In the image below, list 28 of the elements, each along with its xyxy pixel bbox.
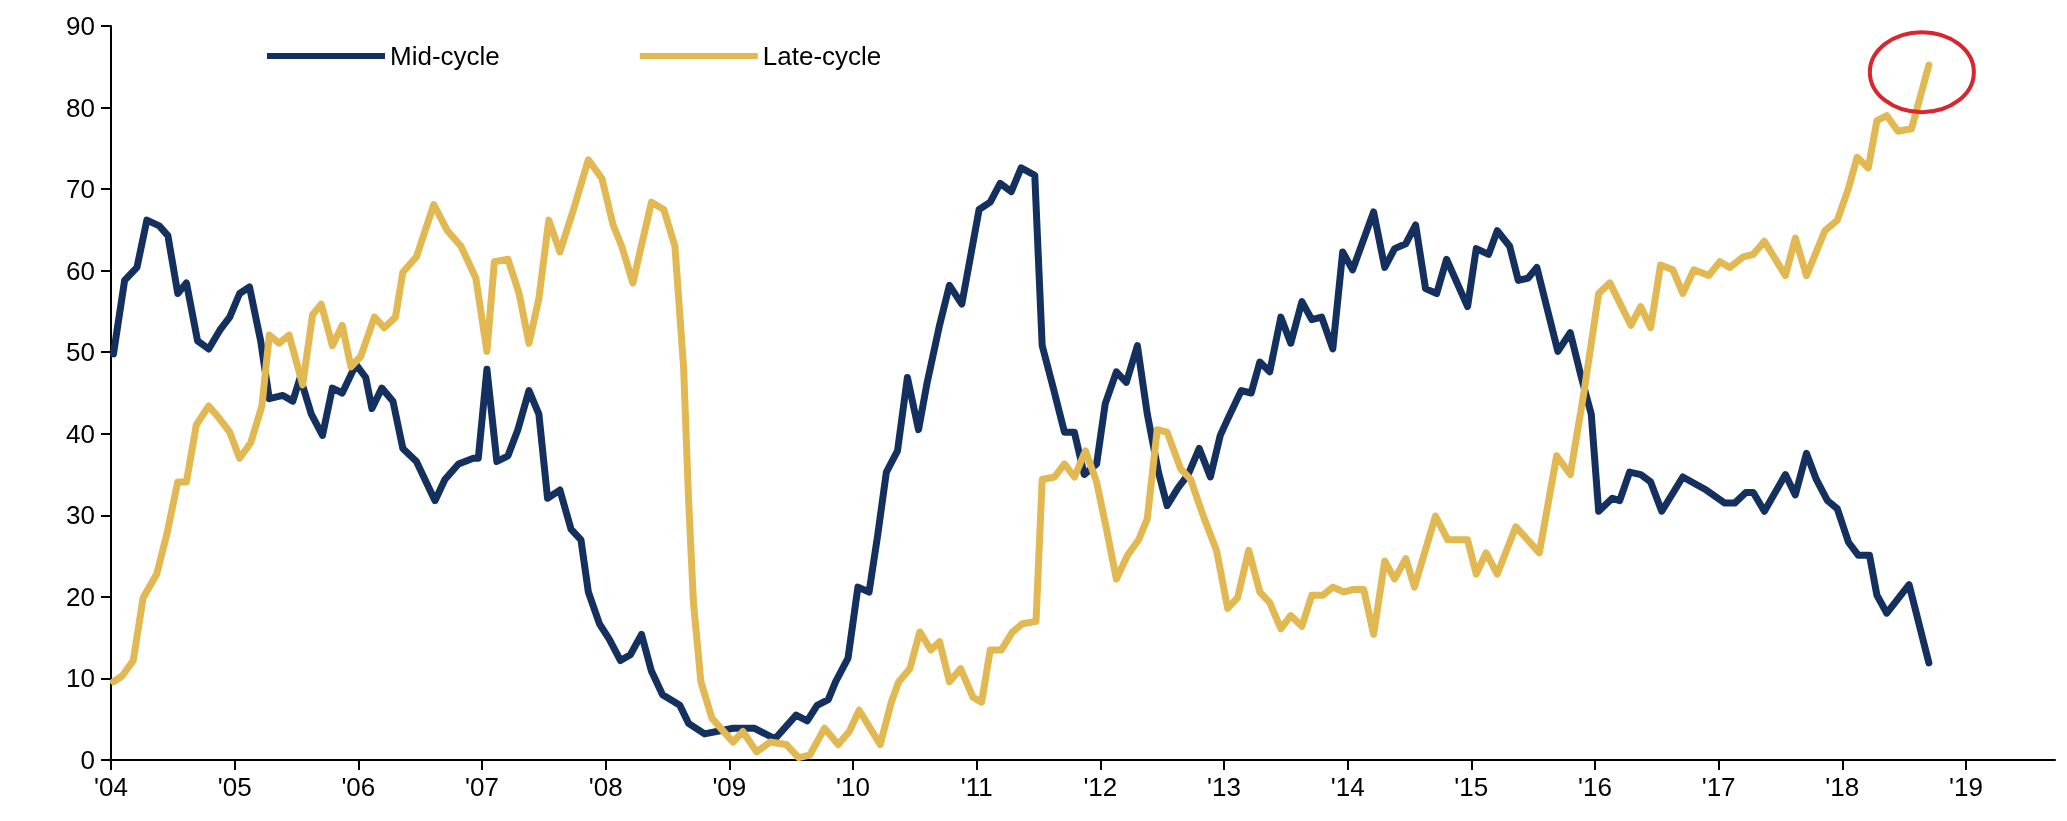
x-tick-label: '05 [217,772,252,802]
x-tick-label: '13 [1207,772,1241,802]
x-tick-label: '10 [836,772,870,802]
x-tick-label: '06 [341,772,376,802]
y-tick-label: 50 [66,337,95,368]
x-tick-label: '11 [960,772,993,802]
y-tick-label: 20 [66,581,95,612]
x-tick-label: '04 [94,772,128,802]
y-tick-label: 60 [66,255,95,286]
legend-label: Mid-cycle [390,41,500,71]
y-tick-label: 70 [66,174,95,205]
y-tick-label: 40 [66,418,95,449]
legend-label: Late-cycle [762,41,882,71]
x-tick-label: '17 [1701,772,1736,802]
y-tick-label: 0 [80,745,95,775]
y-tick-label: 80 [66,92,95,123]
x-tick-label: '18 [1825,772,1860,802]
x-tick-label: '12 [1083,772,1118,802]
y-tick-label: 30 [66,500,95,531]
x-tick-label: '08 [588,772,623,802]
y-tick-label: 10 [66,663,95,694]
x-tick-label: '19 [1949,772,1983,802]
x-tick-label: '14 [1330,772,1365,802]
x-tick-label: '16 [1578,772,1612,802]
y-tick-label: 90 [66,11,95,41]
x-tick-label: '09 [712,772,747,802]
x-tick-label: '15 [1454,772,1489,802]
x-tick-label: '07 [465,772,499,802]
